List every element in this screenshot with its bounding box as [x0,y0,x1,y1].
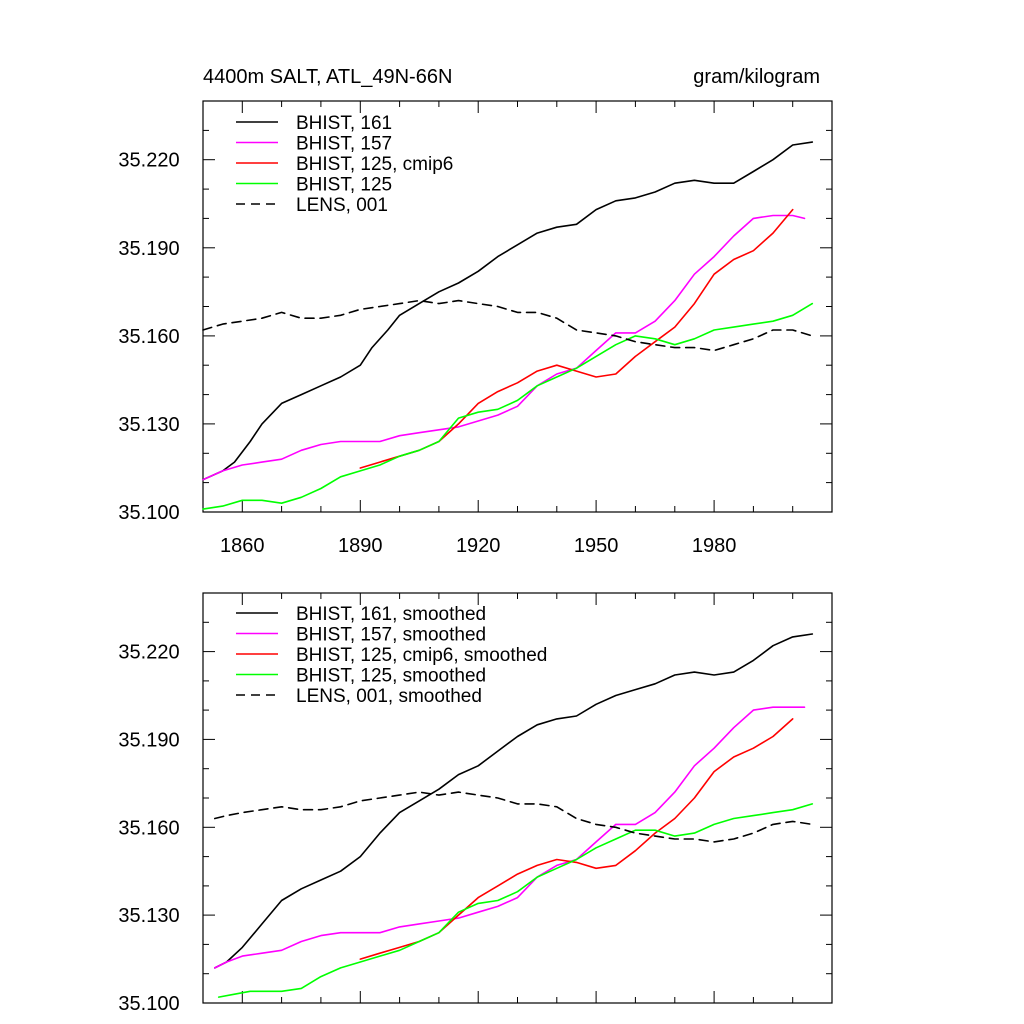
chart-panel-1: 1860 1890 1920 1950 1980 35.100 35.130 35.160 35… [118,66,833,557]
x-tick-label: 1950 [574,535,619,557]
chart-title: 4400m SALT, ATL_49N-66N [203,66,452,88]
y-tick-label: 35.220 [118,642,179,664]
chart-panel-2: 35.100 35.130 35.160 35.190 35.220 BHIST, 161… [118,592,833,1015]
series-line-4 [217,803,814,998]
series-line-2 [202,214,806,481]
legend-label: BHIST, 157, smoothed [296,625,486,646]
legend-label: BHIST, 161, smoothed [296,604,486,625]
series-line-2 [214,706,806,969]
series-line-4 [202,302,814,510]
y-tick-label: 35.160 [118,817,179,839]
y-tick-label: 35.220 [118,150,179,172]
legend-label: BHIST, 125, smoothed [296,666,486,687]
series-line-5 [214,791,814,843]
y-tick-label: 35.100 [118,502,179,524]
legend-label: BHIST, 161 [296,113,392,134]
series-line-3 [359,208,794,469]
legend-label: BHIST, 125, cmip6, smoothed [296,645,547,666]
series-line-1 [214,633,814,969]
y-tick-label: 35.190 [118,729,179,751]
y-tick-label: 35.160 [118,326,179,348]
x-tick-label: 1920 [456,535,501,557]
y-tick-label: 35.190 [118,238,179,260]
legend-label: LENS, 001 [296,195,388,216]
x-tick-label: 1890 [338,535,383,557]
legend-label: LENS, 001, smoothed [296,686,482,707]
units-label: gram/kilogram [693,66,820,88]
y-tick-label: 35.130 [118,414,179,436]
legend-label: BHIST, 125, cmip6 [296,154,453,175]
legend-label: BHIST, 157 [296,134,392,155]
y-tick-label: 35.130 [118,905,179,927]
x-tick-label: 1980 [692,535,737,557]
y-tick-label: 35.100 [118,993,179,1015]
legend-label: BHIST, 125 [296,175,392,196]
series-line-5 [202,299,814,352]
x-tick-label: 1860 [220,535,265,557]
series-line-1 [202,141,814,481]
